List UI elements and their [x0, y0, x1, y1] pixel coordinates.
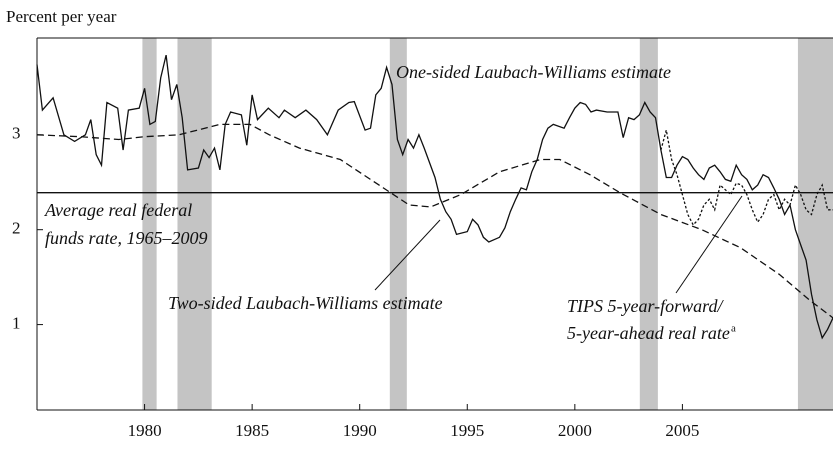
annotation: Two-sided Laubach-Williams estimate	[168, 293, 443, 313]
x-tick-label: 2000	[558, 421, 592, 440]
recession-band	[639, 38, 658, 410]
annotation: funds rate, 1965–2009	[45, 228, 208, 248]
recession-band	[389, 38, 407, 410]
x-tick-label: 1985	[235, 421, 269, 440]
leader-line	[374, 219, 441, 291]
annotation: TIPS 5-year-forward/	[567, 296, 724, 316]
recession-band	[142, 38, 157, 410]
x-tick-label: 2005	[665, 421, 699, 440]
x-tick-label: 1980	[128, 421, 162, 440]
recession-band	[177, 38, 212, 410]
x-tick-label: 1990	[343, 421, 377, 440]
series-line	[660, 129, 833, 227]
y-tick-label: 3	[12, 124, 21, 143]
recession-band	[797, 38, 833, 410]
series-line	[36, 54, 833, 340]
annotation: Average real federal	[44, 200, 192, 220]
x-tick-label: 1995	[450, 421, 484, 440]
annotation: 5-year-ahead real rate	[567, 323, 730, 343]
annotation-superscript: a	[731, 323, 736, 335]
annotation: One-sided Laubach-Williams estimate	[396, 62, 671, 82]
y-tick-label: 2	[12, 219, 21, 238]
leader-line	[675, 195, 743, 294]
y-tick-label: 1	[12, 313, 21, 332]
axis-label: Percent per year	[6, 7, 117, 26]
